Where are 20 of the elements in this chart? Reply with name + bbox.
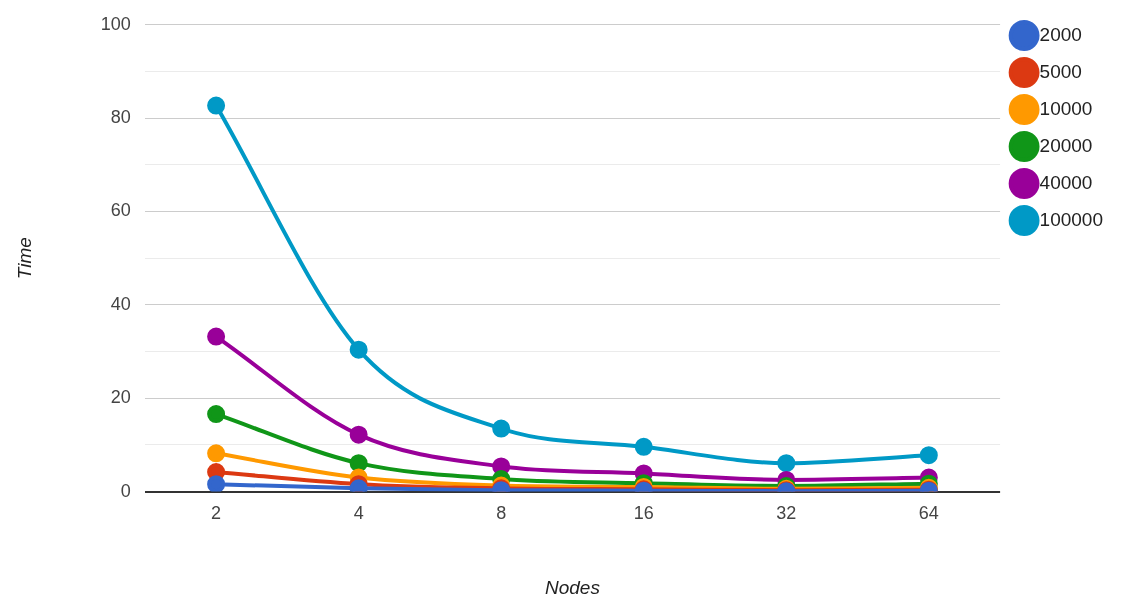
x-tick-label: 32 (776, 503, 797, 524)
x-tick-label: 16 (633, 503, 654, 524)
x-axis-title: Nodes (545, 576, 601, 598)
y-tick-label: 0 (120, 480, 131, 501)
y-tick-label: 80 (110, 107, 131, 128)
legend-label: 20000 (1039, 134, 1093, 156)
x-tick-label: 8 (496, 503, 507, 524)
x-tick-label: 64 (918, 503, 939, 524)
y-tick-label: 100 (100, 13, 131, 34)
y-tick-label: 60 (110, 200, 131, 221)
legend-label: 2000 (1039, 23, 1082, 45)
y-tick-label: 40 (110, 293, 131, 314)
legend-label: 10000 (1039, 97, 1093, 119)
legend-label: 5000 (1039, 60, 1082, 82)
legend-label: 100000 (1039, 208, 1103, 230)
x-tick-label: 4 (353, 503, 364, 524)
legend-label: 40000 (1039, 171, 1093, 193)
x-tick-label: 2 (211, 503, 222, 524)
y-tick-label: 20 (110, 387, 131, 408)
y-axis-title: Time (13, 237, 35, 280)
